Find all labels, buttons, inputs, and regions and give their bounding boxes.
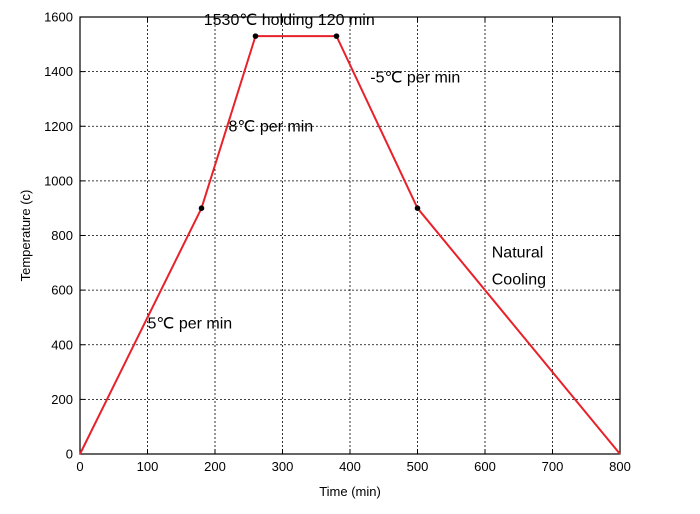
x-tick-label: 100 xyxy=(137,459,159,474)
y-tick-label: 1400 xyxy=(44,64,73,79)
x-axis-label: Time (min) xyxy=(319,484,381,499)
x-tick-label: 300 xyxy=(272,459,294,474)
data-point-marker xyxy=(333,33,340,39)
x-tick-label: 500 xyxy=(407,459,429,474)
x-tick-label: 200 xyxy=(204,459,226,474)
grid xyxy=(80,17,620,454)
y-tick-label: 0 xyxy=(66,447,73,462)
annotation-label: 5℃ per min xyxy=(148,315,233,332)
series xyxy=(79,33,621,455)
y-tick-label: 200 xyxy=(51,392,73,407)
data-point-marker xyxy=(252,33,259,39)
y-tick-label: 600 xyxy=(51,283,73,298)
y-tick-label: 1600 xyxy=(44,10,73,25)
annotation-label: -5℃ per min xyxy=(370,70,460,87)
y-tick-label: 1200 xyxy=(44,119,73,134)
y-axis-label: Temperature (c) xyxy=(18,190,33,282)
series-line xyxy=(79,35,621,455)
y-tick-label: 1000 xyxy=(44,173,73,188)
x-tick-label: 400 xyxy=(339,459,361,474)
annotation-label: Cooling xyxy=(492,272,546,289)
data-point-marker xyxy=(414,205,421,211)
annotations: 1530℃ holding 120 min -5℃ per min 8℃ per m… xyxy=(148,12,547,332)
y-tick-label: 800 xyxy=(51,228,73,243)
y-tick-label: 400 xyxy=(51,337,73,352)
annotation-label: 1530℃ holding 120 min xyxy=(204,12,375,29)
x-tick-label: 800 xyxy=(609,459,631,474)
annotation-label: Natural xyxy=(492,244,544,261)
x-tick-label: 0 xyxy=(76,459,83,474)
axis-ticks: 0 100 200 300 400 500 600 700 800 0 200 400 600 800 10… xyxy=(44,10,631,475)
annotation-label: 8℃ per min xyxy=(229,119,314,136)
data-point-marker xyxy=(198,205,205,211)
x-tick-label: 600 xyxy=(474,459,496,474)
x-tick-label: 700 xyxy=(542,459,564,474)
